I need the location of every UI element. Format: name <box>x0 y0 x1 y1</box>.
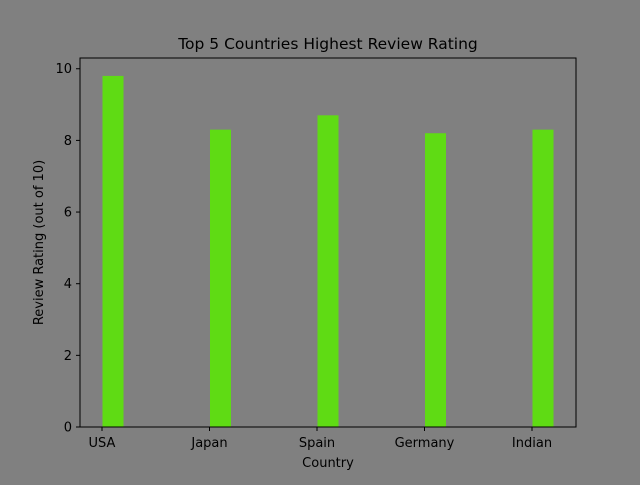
x-tick-label: USA <box>89 436 116 451</box>
chart-title: Top 5 Countries Highest Review Rating <box>177 35 478 53</box>
bar-group <box>102 75 554 428</box>
x-tick-label: Indian <box>512 436 552 451</box>
x-tick-label: Spain <box>299 436 335 451</box>
y-axis-label: Review Rating (out of 10) <box>32 160 47 325</box>
x-axis-ticks: USA Japan Spain Germany Indian <box>89 427 552 451</box>
bar-germany <box>425 133 446 427</box>
plot-area-frame <box>79 57 577 428</box>
bar-indian <box>532 129 554 427</box>
x-axis-label: Country <box>302 456 354 471</box>
y-axis-ticks: 0 2 4 6 8 10 <box>55 62 80 436</box>
y-tick-label: 4 <box>64 277 72 292</box>
bar-japan <box>210 129 231 427</box>
y-tick-label: 6 <box>64 206 72 221</box>
y-tick-label: 2 <box>64 349 72 364</box>
bar-spain <box>317 115 339 428</box>
y-tick-label: 8 <box>64 134 72 149</box>
y-tick-label: 0 <box>64 421 72 436</box>
bar-usa <box>102 75 124 427</box>
x-tick-label: Japan <box>190 436 227 451</box>
y-tick-label: 10 <box>55 62 72 77</box>
x-tick-label: Germany <box>395 436 455 451</box>
